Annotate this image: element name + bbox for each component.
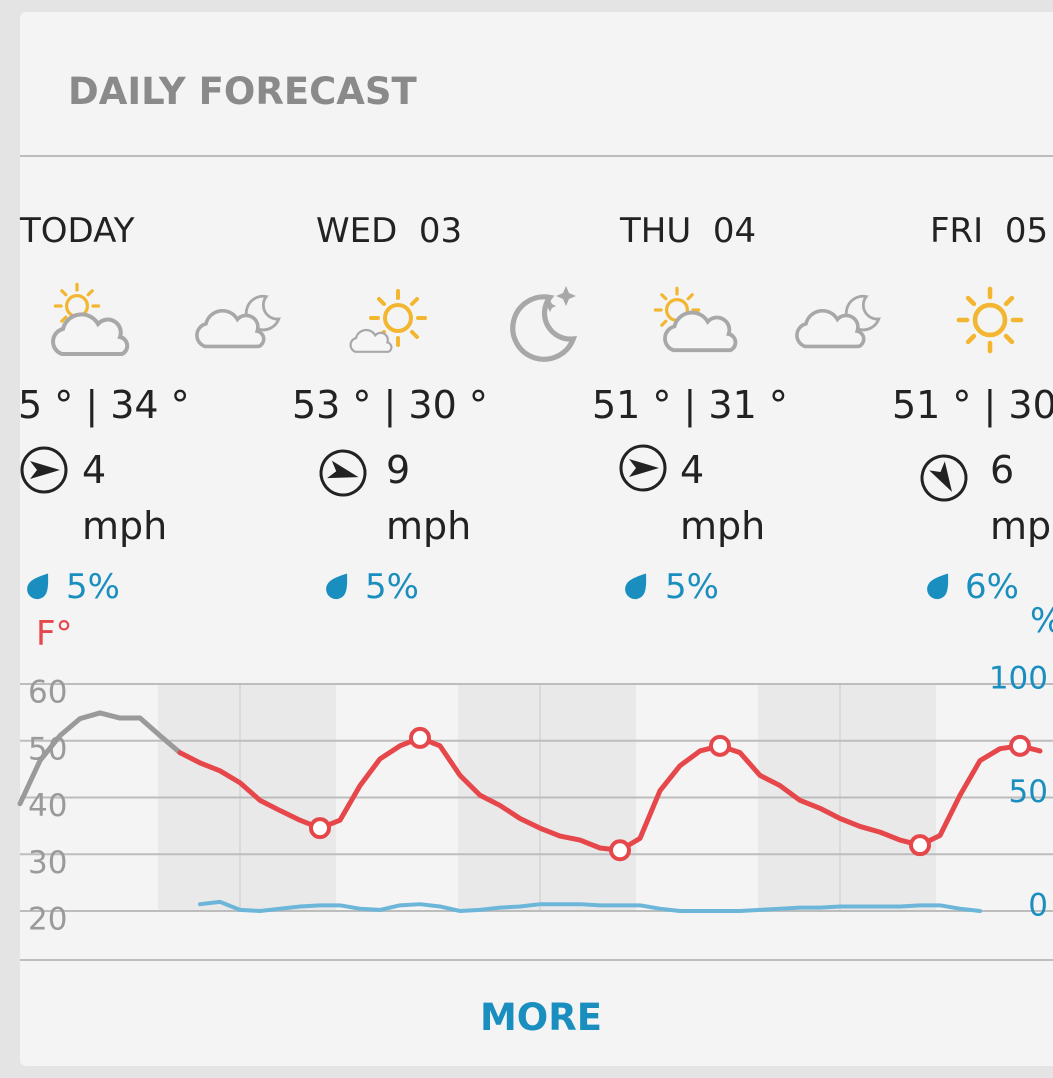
chart: 0 50 100 20 30 40 50 60: [17, 661, 1053, 938]
extreme-marker: [1009, 734, 1031, 757]
wind-unit: mph: [386, 504, 471, 548]
day-label: TODAY: [19, 211, 135, 251]
temperature-range: 53 ° | 30 °: [292, 383, 488, 428]
precip-chance: 5%: [66, 567, 120, 607]
precip-line: [198, 899, 982, 913]
temperature-line: [17, 710, 183, 807]
header-title: DAILY FORECAST: [68, 70, 418, 113]
wind-unit: mph: [680, 504, 765, 548]
y-tick-label: 60: [28, 675, 67, 711]
wind-speed: 4: [82, 448, 106, 492]
weather-icon: [513, 286, 576, 359]
y-tick-label: 50: [28, 731, 67, 767]
y2-axis-label: %: [1030, 601, 1053, 641]
y2-tick-label: 0: [1028, 888, 1048, 924]
precip-chance: 5%: [365, 567, 419, 607]
y2-tick-label: 100: [989, 661, 1048, 697]
wind-speed: 9: [386, 448, 410, 492]
wind-unit: mph: [990, 504, 1053, 548]
temperature-range: 5 ° | 34 °: [18, 383, 190, 428]
extreme-marker: [309, 817, 331, 840]
wind-speed: 6: [990, 448, 1014, 492]
y-tick-label: 30: [28, 845, 67, 881]
y-axis-label: F°: [36, 614, 73, 654]
more-button[interactable]: MORE: [480, 996, 602, 1039]
temperature-range: 51 ° | 31 °: [592, 383, 788, 428]
wind-unit: mph: [82, 504, 167, 548]
day-label: THU 04: [619, 211, 756, 251]
day-label: FRI 05: [930, 211, 1048, 251]
y-tick-label: 20: [28, 902, 67, 938]
y2-tick-label: 50: [1009, 774, 1048, 810]
precip-chance: 5%: [665, 567, 719, 607]
extreme-marker: [909, 834, 931, 857]
extreme-marker: [409, 726, 431, 749]
extreme-marker: [609, 839, 631, 862]
wind-speed: 4: [680, 448, 704, 492]
day-label: WED 03: [316, 211, 462, 251]
extreme-marker: [709, 734, 731, 757]
y-tick-label: 40: [28, 788, 67, 824]
temperature-range: 51 ° | 30 °: [892, 383, 1053, 428]
precip-chance: 6%: [965, 567, 1019, 607]
